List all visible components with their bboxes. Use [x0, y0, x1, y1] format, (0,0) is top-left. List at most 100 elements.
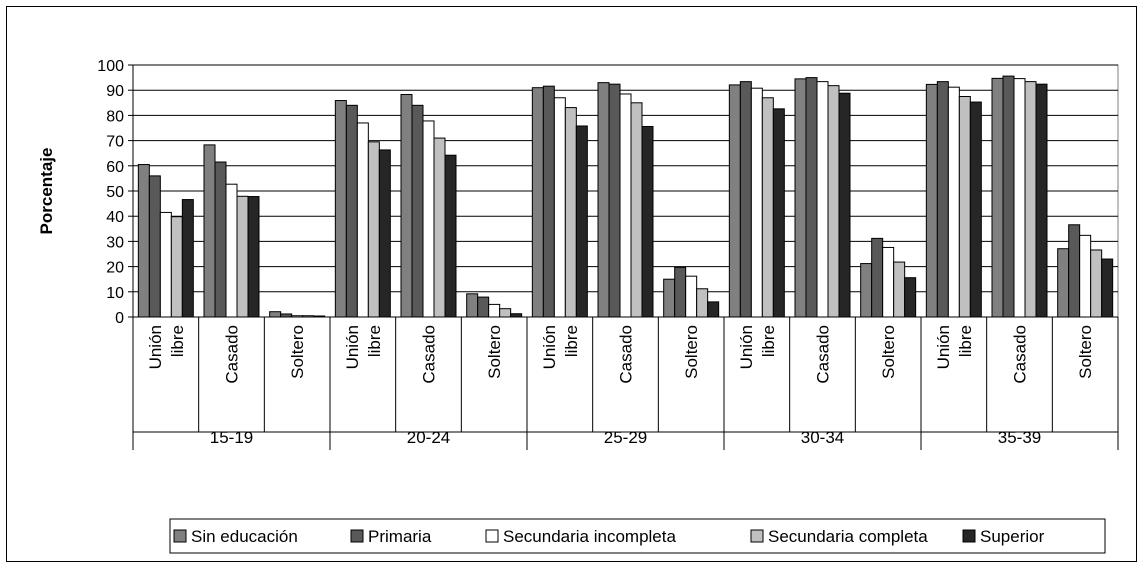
bar [739, 81, 752, 318]
bar [969, 101, 982, 318]
bar [345, 104, 358, 318]
legend-swatch [962, 529, 976, 543]
category-label: Soltero [288, 325, 307, 379]
category-label: Casado [1011, 325, 1030, 384]
y-tick-label: 60 [106, 159, 124, 176]
bar [750, 87, 763, 318]
bar [674, 266, 687, 318]
group-label: 20-24 [407, 428, 450, 447]
bar [499, 308, 512, 318]
bar [827, 85, 840, 318]
bar [619, 93, 632, 318]
y-tick-label: 10 [106, 285, 124, 302]
group-label: 30-34 [801, 428, 844, 447]
bar [137, 164, 150, 318]
legend-box [169, 518, 1106, 554]
category-label: Soltero [485, 325, 504, 379]
category-label: Unión [934, 325, 953, 369]
bar [1013, 78, 1026, 318]
bar [893, 261, 906, 318]
bar [170, 216, 183, 318]
bar [269, 311, 282, 318]
group-label: 25-29 [604, 428, 647, 447]
y-tick-label: 80 [106, 108, 124, 125]
y-tick-label: 30 [106, 234, 124, 251]
bar [1057, 248, 1070, 318]
bar [1090, 249, 1103, 318]
category-label: Unión [540, 325, 559, 369]
bar [367, 141, 380, 318]
bar [225, 183, 238, 318]
category-label: libre [956, 325, 975, 357]
bar [958, 96, 971, 318]
bar [871, 237, 884, 318]
bar [991, 77, 1004, 318]
bar [531, 87, 544, 318]
category-label: Unión [343, 325, 362, 369]
bar [685, 275, 698, 318]
legend-swatch [750, 529, 764, 543]
bar [236, 195, 249, 318]
bar [936, 81, 949, 318]
chart-frame: 0 10 20 30 40 50 60 70 80 90 100 Porcentaje Unión lib… [6, 6, 1137, 562]
bar [334, 100, 347, 318]
y-tick-label: 90 [106, 83, 124, 100]
bar [1101, 258, 1114, 318]
bar [564, 107, 577, 318]
category-label: Unión [146, 325, 165, 369]
y-tick-label: 40 [106, 209, 124, 226]
y-tick-label: 100 [97, 58, 124, 75]
bar [663, 278, 676, 318]
bar [1079, 234, 1092, 318]
category-label: libre [759, 325, 778, 357]
bar [433, 137, 446, 318]
bar [805, 77, 818, 318]
bar [904, 277, 917, 318]
group-label: 35-39 [998, 428, 1041, 447]
legend-swatch [173, 529, 187, 543]
bar [794, 78, 807, 318]
bar [1024, 81, 1037, 318]
bar [1002, 75, 1015, 318]
bar [444, 154, 457, 318]
bar [247, 196, 260, 318]
category-label: Casado [617, 325, 636, 384]
bar [882, 246, 895, 318]
bar [214, 161, 227, 318]
y-tick-label: 20 [106, 260, 124, 277]
bar [947, 86, 960, 318]
bar [1035, 83, 1048, 318]
bar [1068, 224, 1081, 318]
category-label: Soltero [682, 325, 701, 379]
bar [148, 175, 161, 318]
legend-label: Primaria [368, 527, 432, 546]
bar [400, 93, 413, 318]
bar [159, 211, 172, 318]
bar [608, 83, 621, 318]
category-label: Casado [420, 325, 439, 384]
category-label: Casado [223, 325, 242, 384]
bar [772, 108, 785, 318]
bar [411, 104, 424, 318]
bar [575, 125, 588, 318]
y-axis-title: Porcentaje [37, 148, 56, 235]
bar [925, 83, 938, 318]
bar [477, 296, 490, 318]
bar [553, 97, 566, 318]
bar [542, 85, 555, 318]
bar [728, 84, 741, 318]
y-tick-label: 70 [106, 134, 124, 151]
bar [707, 301, 720, 318]
legend-label: Sin educación [191, 527, 298, 546]
bar [356, 122, 369, 318]
bar [838, 92, 851, 318]
category-label: Casado [814, 325, 833, 384]
bar [422, 120, 435, 318]
legend-swatch [485, 529, 499, 543]
bar [597, 82, 610, 318]
bar [488, 303, 501, 318]
bar [203, 144, 216, 318]
group-label: 15-19 [210, 428, 253, 447]
y-tick-label: 0 [115, 310, 124, 327]
